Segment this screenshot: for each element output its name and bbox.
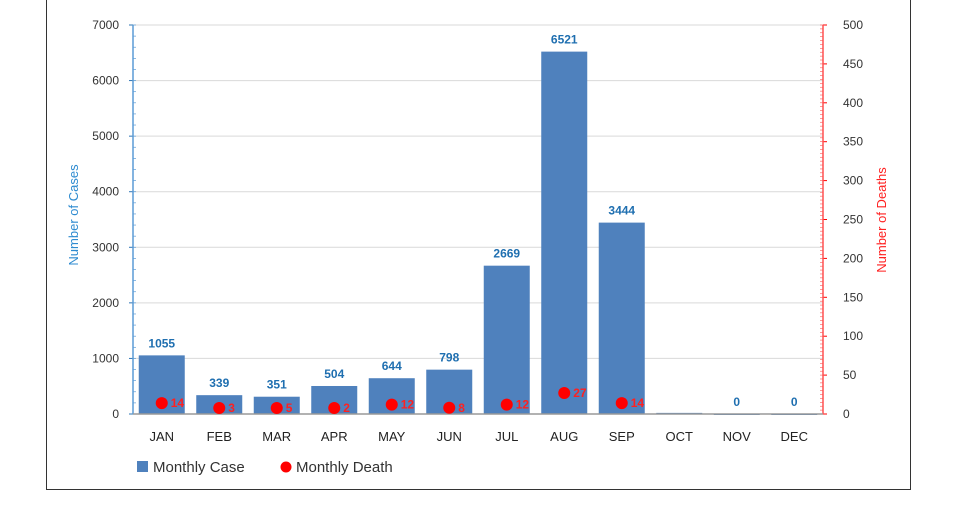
x-tick-label: MAY xyxy=(378,429,406,444)
death-data-label: 8 xyxy=(458,401,465,415)
death-data-label: 14 xyxy=(631,396,645,410)
y2-tick-label: 400 xyxy=(843,96,863,110)
bar-jul xyxy=(483,265,530,414)
legend-label-death: Monthly Death xyxy=(296,459,393,476)
death-point xyxy=(328,402,341,414)
death-data-label: 5 xyxy=(286,401,293,415)
x-tick-label: JAN xyxy=(149,429,174,444)
bar-data-label: 644 xyxy=(382,359,402,373)
x-tick-label: SEP xyxy=(609,429,635,444)
bar-sep xyxy=(598,222,645,414)
bar-aug xyxy=(541,51,588,414)
bar-data-label: 6521 xyxy=(551,33,578,47)
bar-data-label: 339 xyxy=(209,376,229,390)
x-tick-label: AUG xyxy=(550,429,578,444)
y2-tick-label: 100 xyxy=(843,329,863,343)
x-tick-label: MAR xyxy=(262,429,291,444)
y-tick-label: 3000 xyxy=(92,240,119,254)
bar-data-label: 2669 xyxy=(493,247,520,261)
death-point xyxy=(155,397,168,410)
y-tick-label: 1000 xyxy=(92,351,119,365)
y2-tick-label: 50 xyxy=(843,368,857,382)
y2-tick-label: 250 xyxy=(843,213,863,227)
legend-swatch-case xyxy=(137,461,148,472)
y2-tick-label: 350 xyxy=(843,135,863,149)
x-tick-label: OCT xyxy=(666,429,694,444)
death-point xyxy=(558,386,571,399)
y2-tick-label: 500 xyxy=(843,18,863,32)
death-data-label: 12 xyxy=(401,398,415,412)
bar-data-label: 0 xyxy=(791,395,798,409)
bar-data-label: 3444 xyxy=(608,204,635,218)
y-tick-label: 0 xyxy=(112,407,119,421)
x-tick-label: JUN xyxy=(437,429,462,444)
death-data-label: 12 xyxy=(516,398,530,412)
y2-tick-label: 450 xyxy=(843,57,863,71)
y2-tick-label: 300 xyxy=(843,174,863,188)
death-data-label: 14 xyxy=(171,396,185,410)
legend-label-case: Monthly Case xyxy=(153,459,245,476)
death-point xyxy=(443,401,456,414)
death-data-label: 2 xyxy=(343,401,350,415)
death-data-label: 27 xyxy=(573,386,587,400)
death-data-label: 3 xyxy=(228,401,235,415)
death-point xyxy=(500,398,513,411)
y-tick-label: 2000 xyxy=(92,296,119,310)
y2-axis-title: Number of Deaths xyxy=(874,167,889,273)
y-tick-label: 7000 xyxy=(92,18,119,32)
legend-swatch-death xyxy=(280,461,292,473)
x-tick-label: APR xyxy=(321,429,348,444)
y-tick-label: 4000 xyxy=(92,185,119,199)
bar-data-label: 798 xyxy=(439,351,459,365)
death-point xyxy=(270,402,283,414)
bar-data-label: 351 xyxy=(267,378,287,392)
y2-tick-label: 200 xyxy=(843,251,863,265)
x-tick-label: NOV xyxy=(723,429,752,444)
x-tick-label: DEC xyxy=(781,429,808,444)
death-point xyxy=(385,398,398,411)
bar-data-label: 504 xyxy=(324,367,344,381)
y2-tick-label: 150 xyxy=(843,290,863,304)
y-tick-label: 5000 xyxy=(92,129,119,143)
bar-data-label: 1055 xyxy=(148,336,175,350)
x-tick-label: FEB xyxy=(207,429,232,444)
y-axis-title: Number of Cases xyxy=(66,164,81,266)
y-tick-label: 6000 xyxy=(92,74,119,88)
x-tick-label: JUL xyxy=(495,429,518,444)
y2-tick-label: 0 xyxy=(843,407,850,421)
bar-data-label: 0 xyxy=(733,395,740,409)
death-point xyxy=(213,402,226,414)
death-point xyxy=(615,397,628,410)
chart-frame xyxy=(46,0,911,490)
